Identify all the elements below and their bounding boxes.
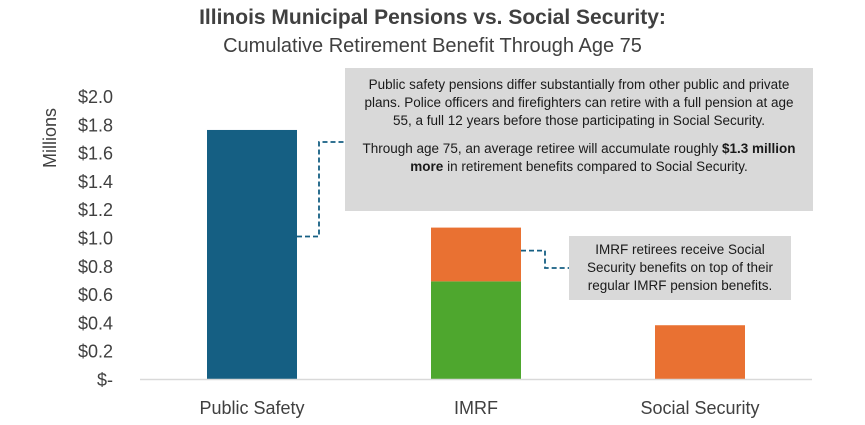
y-tick-label: $1.6 <box>78 144 113 164</box>
chart-title: Illinois Municipal Pensions vs. Social S… <box>199 6 666 29</box>
annotation-text: in retirement benefits compared to Socia… <box>443 159 748 174</box>
y-tick-label: $1.2 <box>78 200 113 220</box>
y-tick-label: $0.8 <box>78 257 113 277</box>
connector-public-safety <box>297 141 345 238</box>
y-axis-label: Millions <box>40 108 60 168</box>
imrf-annotation: IMRF retirees receive Social Security be… <box>569 236 791 300</box>
y-tick-label: $0.4 <box>78 313 113 333</box>
x-tick-label: Public Safety <box>199 398 304 418</box>
bar-social_security-2 <box>655 325 745 379</box>
annotation-paragraph-2: Through age 75, an average retiree will … <box>355 140 803 176</box>
annotation-paragraph-1: Public safety pensions differ substantia… <box>364 77 794 128</box>
bar-imrf-1 <box>431 281 521 379</box>
annotation-text: IMRF retirees receive Social Security be… <box>586 242 774 293</box>
y-tick-label: $1.4 <box>78 172 113 192</box>
y-tick-label: $0.6 <box>78 285 113 305</box>
y-tick-label: $0.2 <box>78 342 113 362</box>
bar-social_security-1 <box>431 227 521 282</box>
chart-subtitle: Cumulative Retirement Benefit Through Ag… <box>223 35 642 57</box>
x-tick-label: Social Security <box>640 398 759 418</box>
public-safety-annotation: Public safety pensions differ substantia… <box>345 68 813 211</box>
connector-imrf <box>521 249 569 269</box>
annotation-highlight: $1.3 million more <box>410 141 796 174</box>
y-tick-label: $2.0 <box>78 87 113 107</box>
bar-public_safety-0 <box>207 129 297 379</box>
y-tick-label: $1.8 <box>78 115 113 135</box>
x-tick-label: IMRF <box>454 398 498 418</box>
annotation-text: Through age 75, an average retiree will … <box>362 141 722 156</box>
y-tick-label: $1.0 <box>78 229 113 249</box>
y-tick-label: $- <box>97 370 113 390</box>
